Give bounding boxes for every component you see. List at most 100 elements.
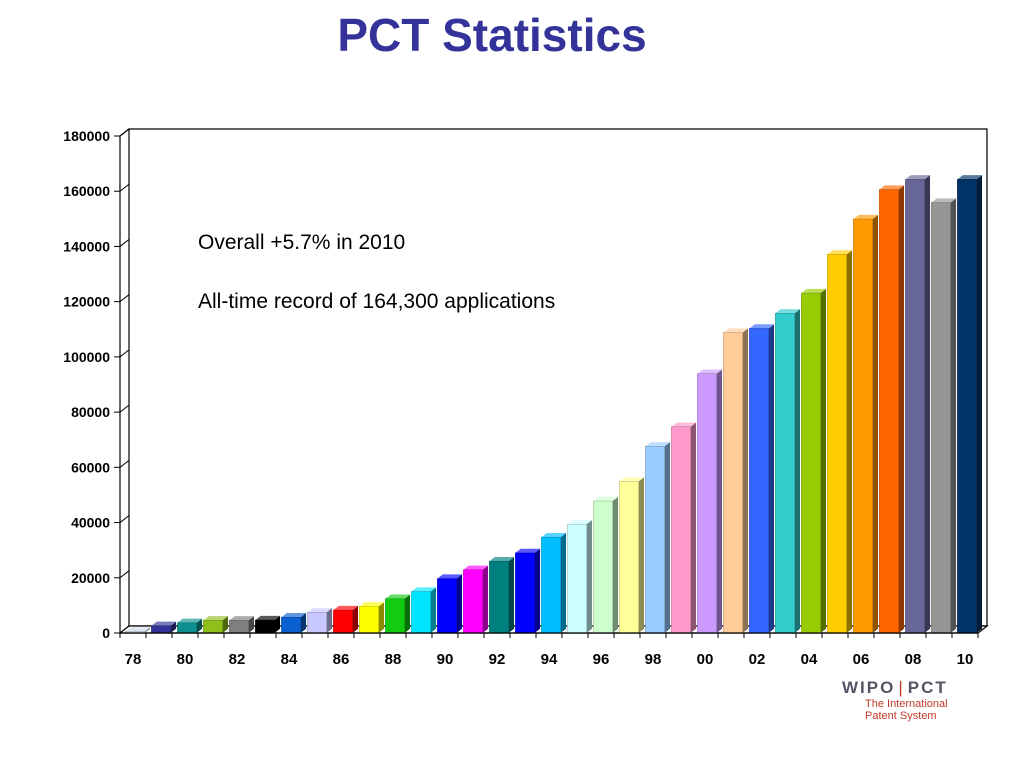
bar-top	[125, 627, 151, 632]
logo-separator: |	[898, 678, 905, 697]
x-tick-label: 80	[177, 651, 194, 668]
logo-wipo: WIPO	[842, 678, 896, 697]
x-tick-label: 02	[749, 651, 766, 668]
bar-top	[411, 587, 437, 592]
y-tick-label: 0	[102, 625, 110, 641]
bar-top	[177, 618, 203, 623]
bar-top	[801, 288, 827, 294]
bar-1991	[463, 569, 483, 634]
bar-side	[534, 548, 541, 633]
y-tick-label: 40000	[71, 515, 110, 531]
bar-side	[482, 565, 489, 633]
bar-top	[307, 608, 333, 613]
bar-1980	[177, 622, 197, 634]
bar-side	[742, 328, 749, 633]
page-title: PCT Statistics	[337, 9, 647, 61]
bar-1998	[645, 446, 665, 634]
bar-side	[170, 621, 177, 633]
bar-top	[567, 520, 593, 525]
logo-subtitle-2: Patent System	[865, 710, 937, 722]
y-tick-label: 20000	[71, 570, 110, 586]
bar-side	[404, 594, 411, 633]
bar-top	[593, 496, 619, 502]
bar-2004	[801, 292, 821, 634]
bar-2003	[775, 313, 795, 634]
bar-side	[144, 627, 151, 633]
x-tick-label: 86	[333, 651, 350, 668]
annotation-record: All-time record of 164,300 applications	[198, 290, 556, 313]
bar-top	[827, 250, 853, 255]
y-tick-label: 180000	[63, 128, 110, 144]
bar-1989	[411, 591, 431, 634]
bar-top	[489, 557, 515, 562]
y-tick-label: 100000	[63, 349, 110, 365]
bar-side	[768, 324, 775, 633]
bar-1994	[541, 536, 561, 634]
bar-top	[671, 422, 697, 427]
bar-top	[723, 328, 749, 333]
bar-1999	[671, 426, 691, 634]
x-tick-label: 06	[853, 651, 870, 668]
bar-side	[846, 250, 853, 634]
x-tick-label: 88	[385, 651, 402, 668]
bar-1995	[567, 523, 587, 634]
x-tick-label: 00	[697, 651, 714, 668]
bar-side	[976, 175, 983, 633]
y-tick-label: 120000	[63, 294, 110, 310]
bar-side	[456, 574, 463, 633]
bar-side	[378, 602, 385, 633]
bar-2009	[931, 202, 951, 634]
x-tick-label: 92	[489, 651, 506, 668]
annotation-growth: Overall +5.7% in 2010	[198, 231, 406, 254]
bar-side	[820, 288, 827, 633]
bar-top	[203, 616, 229, 621]
bar-top	[151, 621, 177, 626]
y-tick-diag	[119, 349, 130, 358]
bar-1987	[359, 606, 379, 634]
bar-side	[586, 520, 593, 633]
y-tick-diag	[119, 459, 130, 468]
bar-side	[794, 309, 801, 633]
logo-subtitle-1: The International	[865, 698, 948, 710]
y-tick-label: 160000	[63, 183, 110, 199]
bar-2007	[879, 189, 899, 634]
y-tick-diag	[119, 515, 130, 523]
bar-2000	[697, 373, 717, 634]
bar-side	[508, 557, 515, 633]
y-tick-diag	[119, 625, 130, 634]
bar-side	[612, 496, 619, 633]
y-tick-label: 80000	[71, 404, 110, 420]
x-tick-label: 84	[281, 651, 298, 668]
bar-top	[645, 442, 671, 447]
bar-side	[352, 605, 359, 633]
bar-side	[196, 618, 203, 633]
x-tick-label: 04	[801, 651, 818, 668]
bar-1984	[281, 617, 301, 634]
bar-side	[950, 198, 957, 633]
bar-top	[931, 198, 957, 203]
bar-top	[437, 574, 463, 579]
y-tick-diag	[119, 183, 130, 192]
bar-1982	[229, 620, 249, 634]
bar-side	[430, 587, 437, 633]
bar-side	[638, 477, 645, 633]
bar-side	[690, 422, 697, 633]
bar-1985	[307, 612, 327, 634]
y-tick-diag	[119, 128, 130, 137]
bar-side	[664, 442, 671, 633]
y-tick-label: 60000	[71, 459, 110, 475]
x-tick-label: 94	[541, 651, 558, 668]
x-tick-label: 10	[957, 651, 974, 668]
bar-top	[541, 532, 567, 538]
bar-top	[515, 548, 541, 553]
bar-2010	[957, 179, 977, 634]
bar-1983	[255, 619, 275, 634]
y-tick-label: 140000	[63, 238, 110, 254]
bar-2006	[853, 218, 873, 634]
bar-top	[359, 602, 385, 607]
x-tick-label: 98	[645, 651, 662, 668]
x-tick-label: 96	[593, 651, 610, 668]
bar-top	[619, 477, 645, 482]
bar-side	[716, 369, 723, 633]
